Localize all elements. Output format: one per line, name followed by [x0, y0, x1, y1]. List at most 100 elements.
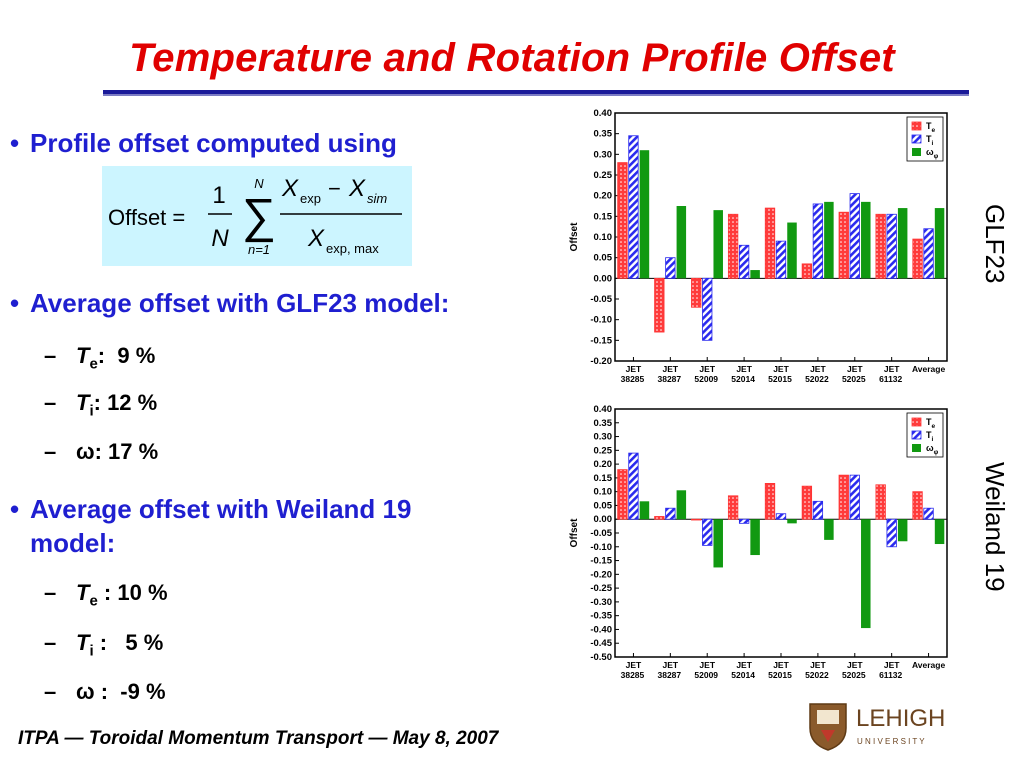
x-tick-label: Average — [912, 364, 946, 374]
bar-te-jet-52022 — [801, 485, 813, 520]
bar-ωφ-jet-38287 — [676, 206, 687, 279]
x-tick-label: 52022 — [805, 374, 829, 384]
x-tick-label: 52009 — [694, 670, 718, 680]
glf23-offset-chart: 0.40 0.35 0.30 0.25 0.20 0.15 0.10 0.05 0.00 -0.0… — [569, 108, 948, 384]
glf-ti-item: – Ti: 12 % — [44, 390, 157, 419]
glf-te-item: – Te: 9 % — [44, 343, 155, 372]
item-separator: : — [97, 343, 106, 368]
item-separator: : — [94, 439, 102, 464]
bullet-text-cont: model: — [30, 528, 116, 558]
item-separator: : — [93, 630, 108, 655]
y-tick-label: -0.30 — [590, 597, 612, 608]
num-x2-sub: sim — [367, 191, 387, 206]
num-x1-sub: exp — [300, 191, 321, 206]
y-tick-label: -0.40 — [590, 624, 612, 635]
y-tick-label: 0.20 — [594, 459, 613, 470]
num-x2: X — [348, 175, 366, 202]
sum-upper: N — [254, 176, 264, 191]
bar-ti-jet-52014 — [738, 244, 750, 279]
bar-ti-jet-61132 — [886, 518, 897, 548]
x-tick-label: Average — [912, 660, 946, 670]
bar-ti-jet-52015 — [775, 513, 787, 520]
x-tick-label: JET — [663, 364, 679, 374]
y-tick-label: 0.25 — [594, 445, 613, 456]
dash: – — [44, 679, 57, 704]
dash: – — [44, 343, 57, 368]
x-tick-label: JET — [884, 660, 900, 670]
legend-swatch-te — [911, 121, 922, 131]
item-subscript: i — [89, 642, 94, 660]
dash: – — [44, 580, 57, 605]
logo-subtitle: U N I V E R S I T Y — [857, 737, 925, 746]
item-value: 12 % — [100, 390, 158, 415]
item-subscript: e — [89, 592, 98, 610]
legend-label-subscript: φ — [934, 449, 939, 456]
bullet-profile-offset: • Profile offset computed using — [10, 128, 397, 159]
bar-te-jet-52014 — [727, 495, 739, 520]
item-value: 9 % — [105, 343, 156, 368]
y-tick-label: -0.20 — [590, 356, 612, 367]
weiland-ti-item: – Ti : 5 % — [44, 630, 163, 659]
x-tick-label: JET — [699, 660, 715, 670]
bar-te-jet-52015 — [764, 483, 776, 520]
formula-one: 1 — [212, 182, 225, 209]
item-separator: : — [97, 580, 112, 605]
bar-ti-jet-38287 — [665, 507, 676, 520]
x-tick-label: 52015 — [768, 670, 792, 680]
bar-ωφ-jet-38285 — [639, 150, 650, 279]
legend-swatch-te — [911, 417, 922, 427]
x-tick-label: 52025 — [842, 670, 866, 680]
legend-swatch-ωφ — [912, 148, 921, 156]
bullet-dot: • — [10, 494, 20, 524]
x-tick-label: 38287 — [658, 670, 682, 680]
item-symbol: T — [76, 390, 90, 415]
formula-n: N — [211, 225, 229, 252]
plot-frame — [614, 112, 948, 362]
bar-ωφ-jet-38285 — [639, 501, 650, 520]
y-tick-label: -0.20 — [590, 569, 612, 580]
bar-ωφ-jet-52025 — [861, 201, 871, 279]
item-value: 17 % — [101, 439, 159, 464]
y-tick-label: 0.10 — [594, 487, 613, 498]
item-symbol: T — [76, 580, 90, 605]
bar-ωφ-jet-52022 — [824, 519, 834, 540]
bar-ωφ-jet-52015 — [787, 222, 797, 279]
glf-omega-item: – ω: 17 % — [44, 439, 158, 465]
bar-ti-jet-52015 — [775, 240, 787, 279]
bar-ωφ-jet-52009 — [713, 519, 723, 568]
x-tick-label: JET — [626, 364, 642, 374]
y-tick-label: 0.00 — [594, 273, 613, 284]
x-tick-label: JET — [847, 660, 863, 670]
y-tick-label: -0.35 — [590, 611, 612, 622]
bar-te-average — [912, 491, 923, 520]
y-tick-label: 0.30 — [594, 432, 613, 443]
bar-te-jet-61132 — [875, 484, 886, 520]
bar-ωφ-jet-52014 — [750, 270, 760, 279]
bar-te-jet-52022 — [801, 263, 813, 279]
dash: – — [44, 390, 57, 415]
y-axis-label: Offset — [569, 518, 580, 548]
y-tick-label: -0.05 — [590, 294, 612, 305]
bar-ti-average — [923, 228, 934, 279]
y-tick-label: 0.05 — [594, 253, 613, 264]
bullet-weiland: • Average offset with Weiland 19 model: — [10, 492, 411, 560]
offset-formula: Offset = 1 N N ∑ n=1 X exp − X sim X exp… — [102, 166, 412, 266]
bar-ti-jet-61132 — [886, 213, 897, 279]
bar-ti-average — [923, 507, 934, 520]
bar-te-jet-38285 — [617, 162, 628, 279]
logo-name: LEHIGH — [856, 705, 945, 732]
side-label-glf23: GLF23 — [980, 204, 1010, 284]
bullet-dot: • — [10, 128, 20, 158]
x-tick-label: 52025 — [842, 374, 866, 384]
bar-te-jet-52014 — [727, 213, 739, 279]
lehigh-logo: LEHIGH U N I V E R S I T Y — [809, 703, 945, 751]
bar-te-jet-52015 — [764, 207, 776, 279]
bar-ωφ-jet-61132 — [897, 208, 908, 279]
y-tick-label: 0.30 — [594, 149, 613, 160]
bar-ωφ-jet-52014 — [750, 519, 760, 556]
x-tick-label: 38285 — [621, 374, 645, 384]
sigma-symbol: ∑ — [242, 190, 276, 243]
x-tick-label: JET — [847, 364, 863, 374]
bullet-text: Average offset with GLF23 model: — [30, 288, 450, 318]
y-tick-label: 0.05 — [594, 500, 613, 511]
